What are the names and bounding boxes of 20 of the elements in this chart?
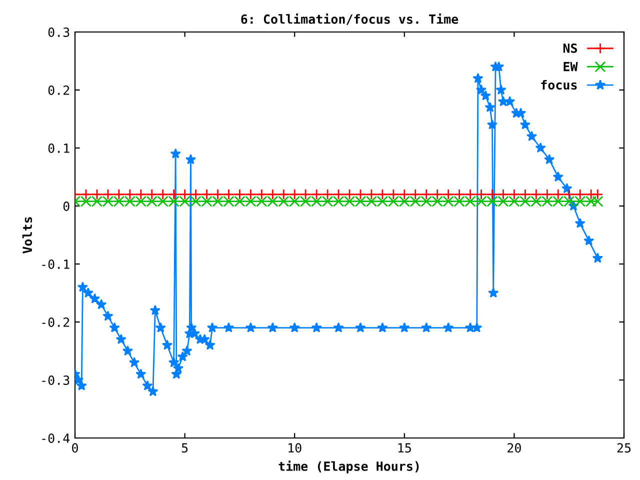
y-tick-label: 0 [63,202,70,211]
y-tick-label: 0.1 [48,144,70,153]
x-tick-label: 5 [182,443,188,453]
y-tick-label: -0.4 [42,434,70,443]
legend-label: NS [563,43,577,53]
x-tick-label: 15 [398,443,411,453]
y-tick-label: -0.3 [42,376,70,385]
y-tick-label: 0.2 [48,86,70,95]
x-tick-label: 10 [288,443,302,453]
x-tick-label: 20 [508,443,521,453]
chart-title: 6: Collimation/focus vs. Time [241,14,458,25]
legend-label: EW [564,62,578,72]
y-axis-title: Volts [22,217,32,254]
legend-label: focus [541,80,577,90]
y-tick-label: 0.3 [48,28,70,37]
y-tick-label: -0.2 [42,318,70,327]
x-tick-label: 25 [617,443,631,453]
x-axis-title: time (Elapse Hours) [278,460,419,474]
x-tick-label: 0 [72,443,78,453]
y-tick-label: -0.1 [42,260,70,269]
